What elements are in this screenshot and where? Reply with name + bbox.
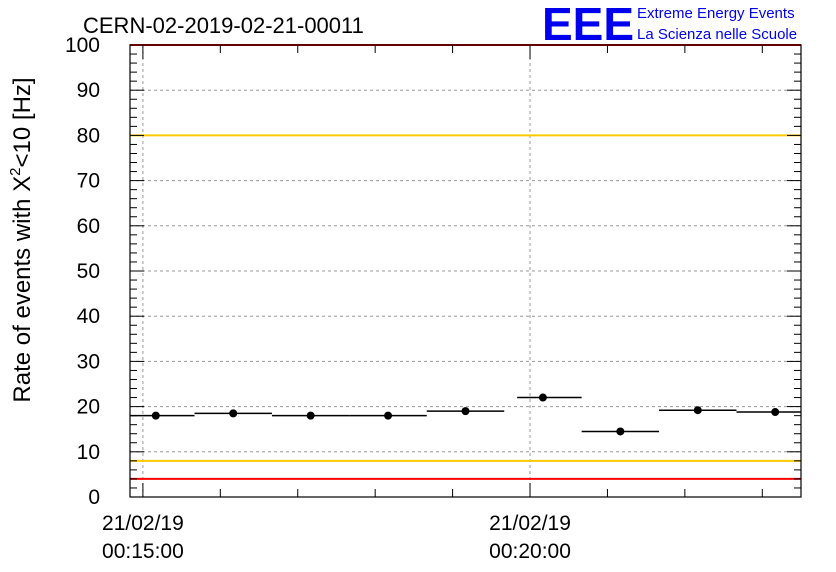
y-tick-label: 10 [77,441,100,464]
y-tick-label: 90 [77,79,100,102]
data-point-marker [306,411,315,420]
y-axis-title-main: Rate of events with X [9,176,36,403]
y-tick-label: 80 [77,124,100,147]
data-points [130,393,801,436]
y-tick-label: 0 [88,486,100,509]
data-point-marker [616,427,625,436]
eee-logo-line2: La Scienza nelle Scuole [637,26,797,43]
grid-lines [130,45,801,497]
y-tick-label: 20 [77,396,100,419]
y-tick-label: 60 [77,215,100,238]
y-tick-label: 30 [77,350,100,373]
data-point-marker [538,393,547,402]
y-axis-title: Rate of events with X2<10 [Hz] [7,77,36,402]
y-tick-label: 50 [77,260,100,283]
y-tick-label: 40 [77,305,100,328]
axis-ticks [130,44,801,498]
x-tick-labels: 21/02/19 00:15:00 21/02/19 00:20:00 [102,512,571,563]
data-point-marker [384,411,393,420]
data-point-marker [151,411,160,420]
data-point-marker [229,409,238,418]
eee-logo-line1: Extreme Energy Events [637,5,795,22]
chart-title: CERN-02-2019-02-21-00011 [83,13,364,38]
y-axis-title-superscript: 2 [7,167,24,175]
eee-logo-mark: EEE [542,0,634,50]
x-tick-label-date: 21/02/19 [489,512,571,535]
y-tick-label: 100 [65,34,100,57]
x-tick-label-time: 00:20:00 [489,540,571,563]
x-tick-label-date: 21/02/19 [102,512,184,535]
eee-logo: EEE Extreme Energy Events La Scienza nel… [542,0,797,50]
data-point-marker [771,408,780,417]
data-point-marker [461,407,470,416]
y-tick-label: 70 [77,170,100,193]
y-axis-title-rest: <10 [Hz] [9,77,36,167]
x-tick-label-time: 00:15:00 [102,540,184,563]
data-point-marker [693,406,702,415]
y-tick-labels: 0 10 20 30 40 50 60 70 80 90 100 [65,34,100,509]
